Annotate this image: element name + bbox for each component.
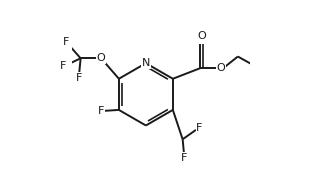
Text: F: F <box>63 37 70 47</box>
Text: O: O <box>216 63 225 73</box>
Text: F: F <box>76 73 82 83</box>
Text: F: F <box>181 153 187 163</box>
Text: O: O <box>197 31 206 41</box>
Text: F: F <box>196 123 203 133</box>
Text: N: N <box>142 58 150 68</box>
Text: F: F <box>60 61 66 71</box>
Text: O: O <box>97 53 106 63</box>
Text: F: F <box>98 106 104 116</box>
